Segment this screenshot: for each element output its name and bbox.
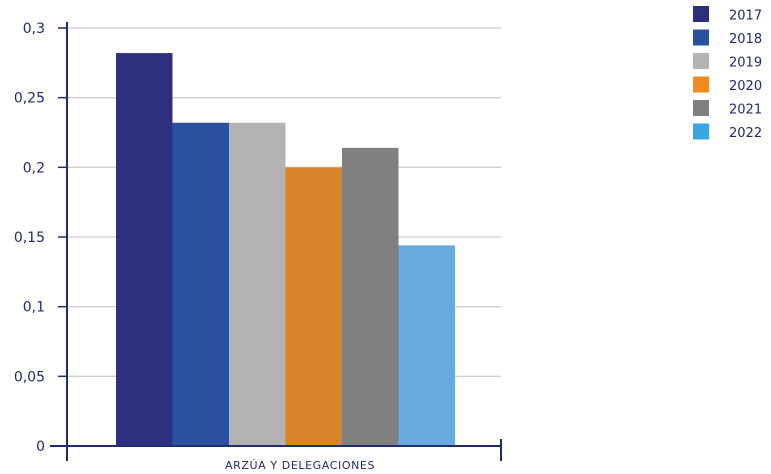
- axes: [50, 22, 502, 461]
- y-tick-label: 0,3: [23, 21, 45, 37]
- x-category-label: ARZÚA Y DELEGACIONES: [225, 459, 375, 472]
- legend-swatch-2017: [693, 6, 709, 22]
- legend-label-2018: 2018: [729, 32, 762, 47]
- bar-2021: [342, 147, 399, 446]
- y-tick-label: 0,05: [14, 369, 45, 385]
- y-tick-label: 0,2: [23, 160, 45, 176]
- bar-2020: [285, 167, 342, 447]
- legend-label-2020: 2020: [729, 79, 762, 94]
- legend-swatch-2020: [693, 76, 709, 93]
- y-tick-label: 0,25: [14, 91, 45, 107]
- bar-2017: [116, 53, 173, 446]
- legend-swatch-2019: [693, 53, 709, 69]
- legend-label-2021: 2021: [729, 103, 762, 118]
- y-tick-label: 0,15: [14, 230, 45, 246]
- legend: 2017 2018 2019 2020 2021 2022: [693, 6, 762, 141]
- legend-label-2019: 2019: [729, 56, 762, 71]
- bar-2019: [229, 122, 286, 446]
- legend-swatch-2021: [693, 100, 709, 116]
- legend-swatch-2022: [693, 123, 709, 140]
- y-tick-labels: 0 0,05 0,1 0,15 0,2 0,25 0,3: [14, 21, 67, 455]
- bar-2018: [172, 122, 229, 446]
- legend-label-2022: 2022: [729, 126, 762, 141]
- legend-swatch-2018: [693, 29, 709, 46]
- y-tick-label: 0,1: [23, 300, 45, 316]
- legend-label-2017: 2017: [729, 9, 762, 24]
- y-tick-label: 0: [36, 439, 45, 455]
- bars: [116, 53, 455, 447]
- bar-2022: [398, 245, 455, 446]
